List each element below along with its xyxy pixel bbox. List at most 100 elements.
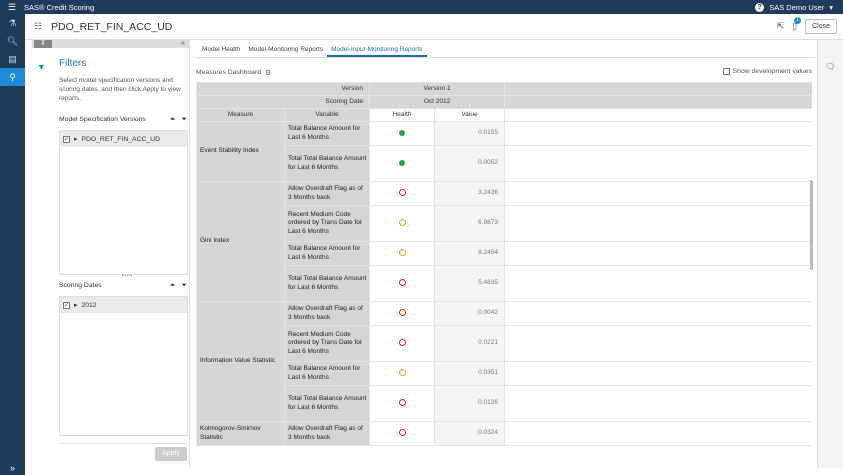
- right-panel-strip: 🗨︎: [817, 40, 843, 468]
- user-menu-chevron-icon[interactable]: ▾: [829, 2, 833, 12]
- scoring-date-label: 2012: [81, 301, 97, 309]
- value-cell: 0.0221: [433, 325, 506, 362]
- settings-icon[interactable]: ⚙: [264, 70, 272, 77]
- health-good-icon: [399, 159, 405, 166]
- variable-cell: Allow Overdraft Flag as of 3 Months back: [284, 181, 370, 206]
- expand-rail-icon[interactable]: »: [9, 463, 15, 473]
- page-header: ☷ PDO_RET_FIN_ACC_UD ⇱ ▯ 1 Close: [25, 14, 843, 40]
- show-dev-checkbox[interactable]: [722, 68, 730, 75]
- value-cell: 3.2436: [433, 181, 506, 206]
- move-top-icon[interactable]: ⏶: [169, 282, 176, 289]
- nav-search-icon[interactable]: 🔍︎: [6, 36, 19, 46]
- list-item[interactable]: ✓ ▸ 2012: [60, 297, 187, 313]
- table-scrollbar[interactable]: [810, 180, 813, 270]
- table-row: Total Balance Amount for Last 6 Months 8.…: [197, 241, 812, 266]
- scoring-date-header-value: Oct 2012: [368, 95, 506, 109]
- show-dev-label: Show development values: [732, 68, 812, 75]
- filter-icon: ▼: [37, 62, 46, 72]
- table-row: Total Total Balance Amount for Last 6 Mo…: [197, 145, 812, 182]
- col-measure[interactable]: Measure: [196, 108, 285, 122]
- health-warning-icon: [398, 249, 406, 257]
- tab-model-health[interactable]: Model Health: [202, 46, 241, 53]
- export-icon[interactable]: ⇱: [776, 21, 785, 31]
- comments-icon[interactable]: 🗨︎: [825, 62, 836, 71]
- nav-monitor-icon[interactable]: ⚲: [0, 68, 25, 86]
- page-title: PDO_RET_FIN_ACC_UD: [51, 20, 173, 33]
- scoring-date-header-label: Scoring Date: [196, 95, 370, 109]
- tab-model-input-monitoring-reports[interactable]: Model-Input-Monitoring Reports: [327, 45, 427, 57]
- variable-cell: Total Balance Amount for Last 6 Months: [284, 121, 370, 146]
- notification-badge: 1: [794, 17, 802, 24]
- tab-model-monitoring-reports[interactable]: Model-Monitoring Reports: [248, 46, 324, 53]
- table-row: Total Total Balance Amount for Last 6 Mo…: [197, 385, 812, 422]
- health-alert-icon: [398, 339, 406, 347]
- main-content: Model Health Model-Monitoring Reports Mo…: [195, 40, 815, 468]
- dashboard-title-row: Measures Dashboard ⚙: [196, 69, 271, 77]
- variable-cell: Total Total Balance Amount for Last 6 Mo…: [284, 385, 370, 422]
- move-bottom-icon[interactable]: ⏷: [181, 116, 187, 123]
- health-cell: [369, 301, 435, 326]
- measures-table: Version Version 1 Scoring Date Oct 2012 …: [196, 82, 812, 462]
- nav-models-icon[interactable]: ⚗: [8, 18, 17, 28]
- measure-cell: Event Stability Index: [196, 121, 285, 182]
- version-label: Version: [196, 82, 370, 96]
- value-cell: 0.0351: [433, 361, 506, 386]
- health-cell: [369, 241, 435, 266]
- health-alert-icon: [398, 399, 406, 407]
- report-tabs: Model Health Model-Monitoring Reports Mo…: [198, 45, 427, 57]
- value-cell: 6.9873: [433, 205, 506, 242]
- pin-icon[interactable]: ⊼: [34, 40, 52, 48]
- expand-icon[interactable]: ▸: [74, 302, 78, 309]
- table-row: Gini Index Allow Overdraft Flag as of 3 M…: [196, 181, 812, 302]
- help-icon[interactable]: ?: [755, 2, 765, 12]
- table-row: Information Value Statistic Allow Overdra…: [196, 301, 812, 422]
- health-alert-icon: [398, 279, 406, 287]
- variable-cell: Recent Medium Code ordered by Trans Date…: [284, 205, 370, 242]
- health-cell: [369, 421, 435, 446]
- health-good-icon: [399, 129, 405, 136]
- spec-versions-header: Model Specification Versions ⏶ ⏷: [59, 116, 187, 124]
- health-warning-icon: [398, 219, 406, 227]
- version-value: Version 1: [368, 82, 506, 96]
- move-bottom-icon[interactable]: ⏷: [181, 282, 187, 289]
- spec-versions-title: Model Specification Versions: [59, 116, 146, 123]
- health-alert-icon: [398, 429, 406, 437]
- checkbox[interactable]: ✓: [63, 135, 70, 143]
- table-row: Recent Medium Code ordered by Trans Date…: [197, 325, 812, 362]
- expand-icon[interactable]: ▸: [74, 136, 78, 143]
- close-button[interactable]: Close: [805, 19, 837, 34]
- health-cell: [369, 325, 435, 362]
- collapse-panel-icon[interactable]: «: [181, 40, 185, 47]
- col-health[interactable]: Health: [369, 108, 435, 122]
- notifications-icon[interactable]: ▯ 1: [792, 17, 802, 32]
- value-cell: 5.4835: [433, 265, 506, 302]
- col-variable[interactable]: Variable: [284, 108, 370, 122]
- checkbox[interactable]: ✓: [63, 301, 70, 309]
- health-cell: [369, 361, 435, 386]
- table-row: Event Stability Index Total Balance Amoun…: [196, 121, 812, 182]
- health-alert-icon: [398, 309, 406, 317]
- list-item[interactable]: ✓ ▸ PDO_RET_FIN_ACC_UD: [60, 131, 187, 147]
- nav-document-icon[interactable]: ▤: [8, 54, 17, 64]
- filters-panel: ⊼ « ▼ Filters Select model specification…: [32, 40, 190, 468]
- list-menu-icon[interactable]: ☷: [33, 21, 43, 31]
- move-top-icon[interactable]: ⏶: [169, 116, 176, 123]
- value-cell: 0.0324: [433, 421, 506, 446]
- table-row: Total Balance Amount for Last 6 Months 0.…: [197, 361, 812, 386]
- app-menu-icon[interactable]: ☰: [7, 1, 17, 12]
- table-row: Kolmogorov-Smirnov Statistic Allow Overdr…: [196, 421, 812, 446]
- value-cell: 0.0042: [433, 301, 506, 326]
- scoring-dates-header: Scoring Dates ⏶ ⏷: [59, 282, 187, 290]
- show-dev-toggle[interactable]: Show development values: [722, 68, 812, 75]
- panel-splitter[interactable]: [122, 275, 132, 277]
- app-title: SAS® Credit Scoring: [24, 2, 95, 12]
- apply-button[interactable]: Apply: [155, 447, 187, 461]
- measure-cell: Gini Index: [196, 181, 285, 302]
- spec-version-label: PDO_RET_FIN_ACC_UD: [81, 135, 160, 143]
- variable-cell: Allow Overdraft Flag as of 3 Months back: [284, 301, 370, 326]
- variable-cell: Total Balance Amount for Last 6 Months: [284, 361, 370, 386]
- variable-cell: Total Total Balance Amount for Last 6 Mo…: [284, 145, 370, 182]
- app-bar: ☰ SAS® Credit Scoring ? SAS Demo User ▾: [0, 0, 843, 14]
- user-menu[interactable]: SAS Demo User: [769, 2, 825, 12]
- col-value[interactable]: Value: [433, 108, 506, 122]
